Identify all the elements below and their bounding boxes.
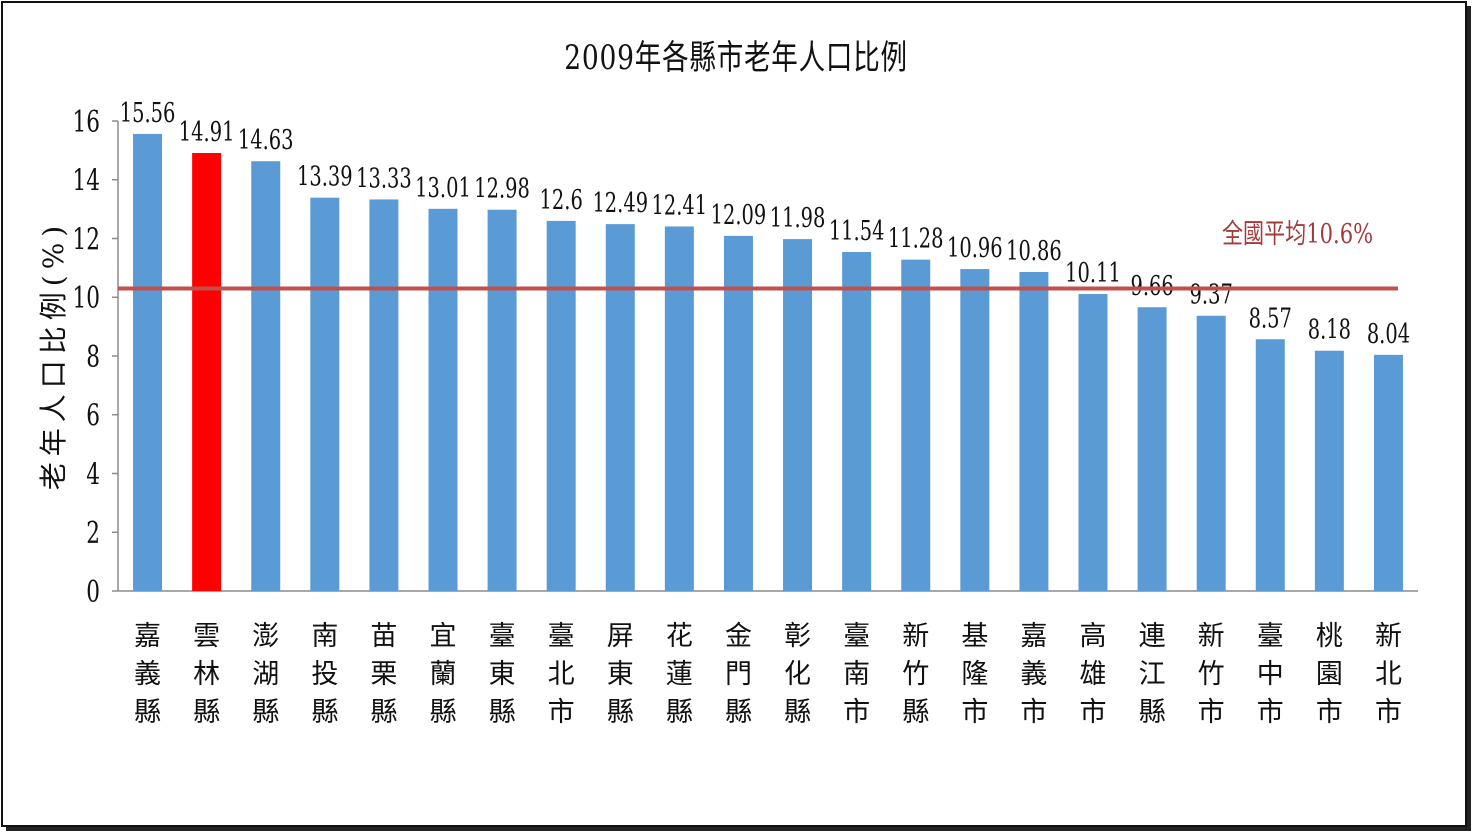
bar — [901, 259, 931, 591]
bar-value-label: 12.98 — [474, 172, 530, 204]
bar-value-label: 11.28 — [888, 222, 944, 254]
bar — [1255, 339, 1285, 591]
category-label: 基隆市 — [961, 621, 988, 728]
bar — [251, 161, 281, 591]
category-label: 苗栗縣 — [370, 621, 397, 728]
bar-value-label: 12.49 — [592, 187, 648, 219]
bar — [133, 133, 163, 592]
category-label: 花蓮縣 — [666, 621, 693, 728]
bar-value-label: 13.39 — [297, 160, 353, 192]
bar — [310, 197, 340, 591]
bar — [723, 235, 753, 591]
y-tick-label: 16 — [73, 106, 100, 140]
bar-value-label: 8.18 — [1308, 313, 1351, 345]
bar — [605, 224, 635, 591]
category-label: 宜蘭縣 — [430, 621, 457, 728]
category-label: 新北市 — [1375, 621, 1402, 728]
y-tick-label: 4 — [86, 458, 100, 492]
bar — [428, 208, 458, 592]
chart-title: 2009年各縣市老年人口比例 — [564, 38, 908, 78]
bar-value-label: 9.66 — [1130, 270, 1173, 302]
bar-value-label: 14.63 — [238, 124, 294, 156]
y-tick-label: 8 — [86, 341, 100, 375]
y-tick-label: 14 — [73, 164, 100, 198]
bar-value-label: 10.11 — [1065, 257, 1121, 289]
bar — [1137, 307, 1167, 591]
bar — [1078, 294, 1108, 591]
category-label: 澎湖縣 — [252, 621, 279, 728]
bar — [546, 220, 576, 591]
category-label: 新竹縣 — [902, 621, 929, 728]
bar — [783, 239, 813, 591]
category-label: 臺北市 — [548, 621, 575, 728]
bar — [1373, 354, 1403, 591]
bar-value-label: 14.91 — [179, 116, 235, 148]
bar — [192, 153, 222, 592]
bar — [487, 209, 517, 591]
category-label: 臺中市 — [1257, 621, 1284, 728]
bar-value-label: 8.04 — [1367, 318, 1410, 350]
bar-value-label: 11.54 — [829, 215, 885, 247]
category-label: 嘉義市 — [1020, 621, 1047, 728]
category-label: 雲林縣 — [193, 621, 220, 728]
y-tick-label: 2 — [86, 517, 100, 551]
bar-value-label: 11.98 — [770, 202, 826, 234]
category-label: 連江縣 — [1139, 621, 1166, 728]
category-label: 屏東縣 — [607, 621, 634, 728]
bar — [842, 252, 872, 591]
y-tick-label: 0 — [86, 576, 100, 610]
category-label: 桃園市 — [1316, 621, 1343, 728]
category-label: 金門縣 — [725, 621, 752, 728]
bar — [1196, 315, 1226, 591]
bar-value-label: 10.86 — [1006, 235, 1062, 267]
bar — [1019, 271, 1049, 591]
frame-shadow-bottom — [6, 827, 1471, 831]
bar — [664, 226, 694, 592]
bar-value-label: 12.6 — [540, 184, 583, 216]
y-tick-label: 6 — [86, 399, 100, 433]
bar-value-label: 9.37 — [1190, 279, 1233, 311]
category-label: 高雄市 — [1080, 621, 1107, 728]
bar — [369, 199, 399, 591]
bar-value-label: 10.96 — [947, 232, 1003, 264]
bar-value-label: 12.41 — [652, 189, 708, 221]
average-line-label: 全國平均10.6% — [1222, 219, 1374, 250]
bar — [1314, 350, 1344, 591]
category-label: 嘉義縣 — [134, 621, 161, 728]
category-label: 南投縣 — [311, 621, 338, 728]
bar-value-label: 12.09 — [711, 199, 767, 231]
y-tick-label: 12 — [73, 223, 100, 257]
y-tick-label: 10 — [73, 282, 100, 316]
category-label: 新竹市 — [1198, 621, 1225, 728]
bar-value-label: 15.56 — [120, 97, 176, 129]
category-label: 臺東縣 — [489, 621, 516, 728]
frame-shadow-right — [1467, 6, 1471, 831]
category-label: 臺南市 — [843, 621, 870, 728]
bar-value-label: 13.01 — [415, 172, 471, 204]
bar — [960, 269, 990, 591]
bar-value-label: 8.57 — [1249, 302, 1292, 334]
category-label: 彰化縣 — [784, 621, 811, 728]
bar-value-label: 13.33 — [356, 162, 412, 194]
